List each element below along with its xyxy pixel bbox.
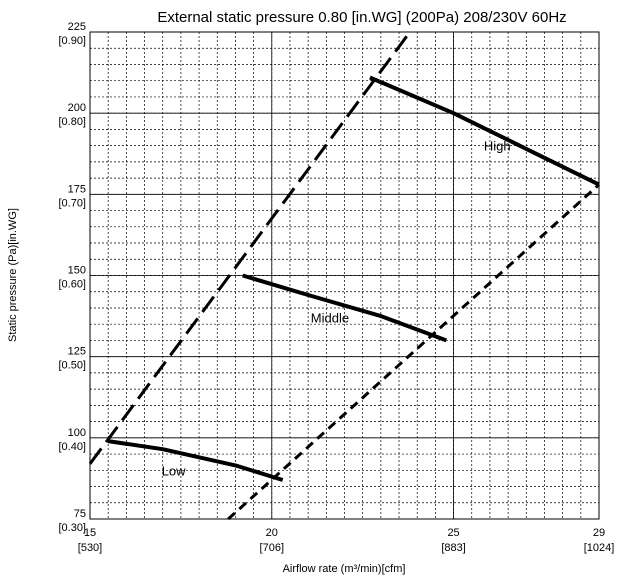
y-tick-label: 100 [68,427,86,439]
y-tick-label: 125 [68,346,86,358]
series-line-long-dash [88,31,412,465]
y-tick-sublabel: [0.40] [58,441,86,453]
y-tick-label: 150 [68,265,86,277]
x-tick-sublabel: [706] [260,542,284,554]
series-labels: High Middle Low [162,139,511,479]
y-tick-sublabel: [0.70] [58,197,86,209]
y-tick-sublabel: [0.60] [58,279,86,291]
y-tick-sublabel: [0.50] [58,360,86,372]
x-tick-sublabel: [1024] [584,542,615,554]
series-label-low: Low [162,463,186,478]
series-line-middle [242,273,447,343]
series-label-high: High [484,139,511,154]
x-tick-label: 29 [593,527,605,539]
chart-title: External static pressure 0.80 [in.WG] (2… [157,9,566,26]
y-tick-label: 175 [68,183,86,195]
x-axis-label: Airflow rate (m³/min)[cfm] [283,563,406,575]
x-tick-label: 25 [447,527,459,539]
x-tick-label: 15 [84,527,96,539]
y-tick-label: 225 [68,21,86,33]
series-group [88,31,601,521]
plot-frame [89,31,600,520]
y-tick-sublabel: [0.30] [58,522,86,534]
series-line-short-dash [227,183,601,521]
y-tick-sublabel: [0.80] [58,116,86,128]
y-tick-sublabel: [0.90] [58,35,86,47]
y-tick-label: 75 [74,508,86,520]
x-tick-sublabel: [530] [78,542,102,554]
y-tick-label: 200 [68,102,86,114]
ticks: 15 [530] 20 [706] 25 [883] 29 [1024] 225 [0.90] 20… [58,21,614,554]
x-tick-label: 20 [266,527,278,539]
x-tick-sublabel: [883] [441,542,465,554]
grid [89,31,600,520]
series-line-low [107,439,284,482]
series-label-middle: Middle [311,311,349,326]
series-line-high [369,75,600,187]
y-axis-label: Static pressure (Pa)[in.WG] [7,208,19,342]
